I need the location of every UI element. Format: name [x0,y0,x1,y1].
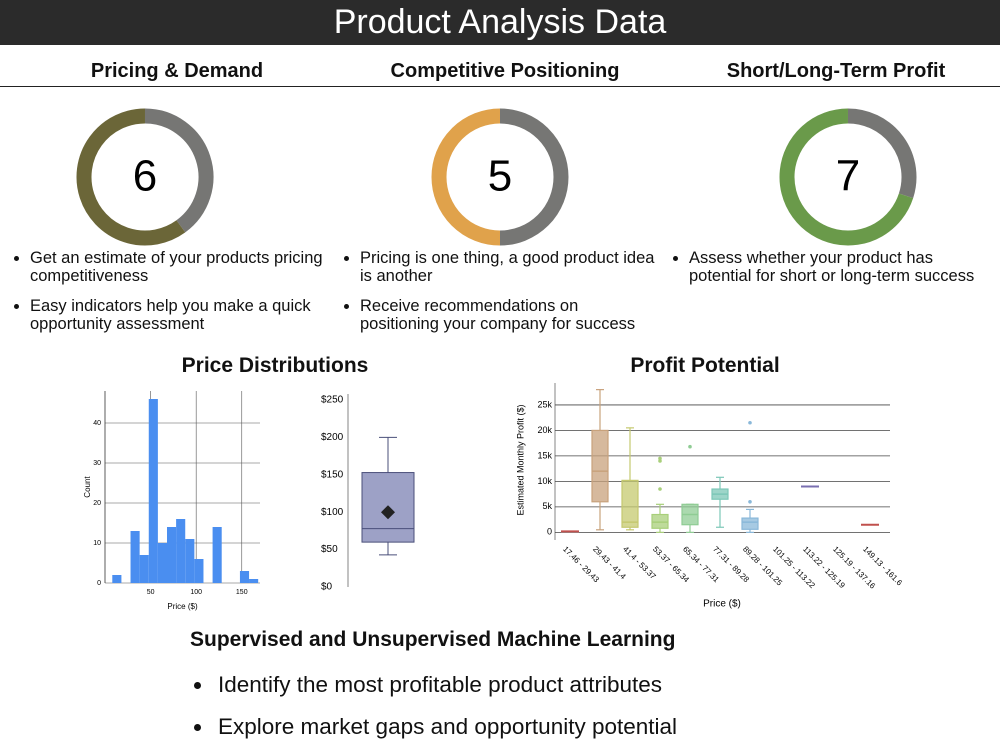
y-tick-label: $150 [321,469,344,480]
y-tick-label: $0 [321,582,333,593]
donut-value [76,108,186,246]
y-tick-label: 0 [547,527,552,537]
y-tick-label: 20k [537,425,552,435]
bar [139,555,149,583]
x-axis-label: Price ($) [703,599,741,610]
bullet: Receive recommendations on positioning y… [360,297,660,333]
feature-title: Pricing & Demand [90,60,264,82]
y-axis-label: Count [83,476,92,498]
y-tick-label: $50 [321,544,338,555]
bullet: Easy indicators help you make a quick op… [30,297,330,333]
y-tick-label: $100 [321,507,344,518]
bar [167,527,177,583]
x-tick-label: 50 [147,589,155,596]
y-tick-label: 20 [93,500,101,507]
bullet: Explore market gaps and opportunity pote… [214,714,677,740]
outlier [748,499,752,504]
box [741,517,759,530]
x-tick-label: 100 [190,589,202,596]
y-tick-label: 30 [93,460,101,467]
box [621,479,639,528]
bullet: Assess whether your product has potentia… [689,249,989,285]
y-tick-label: 0 [97,580,101,587]
bar [194,559,204,583]
feature-bullets: Assess whether your product has potentia… [659,249,989,297]
x-tick-label: 150 [236,589,248,596]
bullet: Pricing is one thing, a good product ide… [360,249,660,285]
divider [0,86,1000,87]
outlier [658,459,662,463]
y-tick-label: 10k [537,476,552,486]
ml-title: Supervised and Unsupervised Machine Lear… [190,628,676,651]
y-tick-label: 40 [93,420,101,427]
donut-value [431,108,501,246]
ml-bullets: Identify the most profitable product att… [190,672,677,750]
feature-bullets: Pricing is one thing, a good product ide… [330,249,660,345]
bullet: Identify the most profitable product att… [214,672,677,698]
bar [249,579,259,583]
bar [148,399,158,583]
bar [176,519,186,583]
bar [185,539,195,583]
donut-label: 5 [488,152,512,201]
bullet: Get an estimate of your products pricing… [30,249,330,285]
y-tick-label: 15k [537,450,552,460]
bar [130,531,140,583]
bar [157,543,167,583]
y-tick-label: 5k [542,501,552,511]
feature-title: Short/Long-Term Profit [726,60,946,82]
feature-bullets: Get an estimate of your products pricing… [0,249,330,345]
bar [112,575,122,583]
donut-rest [499,108,569,246]
section-title: Price Distributions [181,354,369,377]
y-axis-label: Estimated Monthly Profit ($) [515,404,525,515]
y-tick-label: 25k [537,399,552,409]
box [591,429,609,503]
donut-value [779,108,914,246]
y-tick-label: $200 [321,432,344,443]
outlier [688,444,692,449]
outlier [748,420,752,425]
x-axis-label: Price ($) [167,602,198,611]
donut-rest [847,108,917,199]
donut-label: 7 [836,152,860,201]
bar [239,571,250,583]
mean-marker [381,505,395,520]
donut-label: 6 [133,152,157,201]
y-tick-label: $250 [321,395,344,406]
box [651,513,669,529]
y-tick-label: 10 [93,540,101,547]
section-title: Profit Potential [630,354,780,377]
outlier [658,456,662,461]
bar [212,527,222,583]
outlier [658,487,662,491]
feature-title: Competitive Positioning [390,60,620,82]
header-title: Product Analysis Data [0,0,1000,45]
donut-rest [144,108,214,233]
